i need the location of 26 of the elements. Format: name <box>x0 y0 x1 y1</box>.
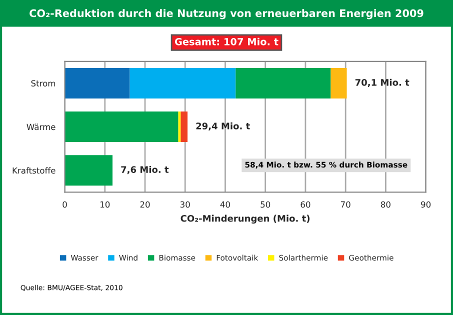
bar <box>130 68 236 98</box>
annotation: 7,6 Mio. t <box>121 166 169 174</box>
annotation: 29,4 Mio. t <box>196 122 250 131</box>
annotation: 70,1 Mio. t <box>355 78 410 87</box>
x-tick-label: 40 <box>220 201 230 208</box>
bar <box>64 68 130 98</box>
bar <box>180 112 188 142</box>
bar <box>64 112 178 142</box>
y-tick-label: Strom <box>31 80 56 86</box>
bar <box>64 155 113 186</box>
x-tick-label: 30 <box>180 201 190 208</box>
bar <box>236 68 331 98</box>
x-tick-label: 90 <box>421 201 431 208</box>
x-tick-label: 10 <box>100 201 110 208</box>
chart-title: CO₂-Reduktion durch die Nutzung von erneuerbaren Energien 2009 <box>30 9 424 20</box>
x-axis-title: CO₂-Minderungen (Mio. t) <box>180 214 310 224</box>
y-tick-label: Wärme <box>26 124 56 130</box>
x-tick-label: 20 <box>140 201 150 208</box>
bar <box>330 68 347 98</box>
x-tick-label: 60 <box>300 201 310 208</box>
x-tick-label: 80 <box>380 201 390 208</box>
y-tick-label: Kraftstoffe <box>12 167 56 174</box>
x-tick-label: 0 <box>62 201 67 208</box>
x-tick-label: 70 <box>340 201 350 208</box>
x-tick-label: 50 <box>260 201 270 208</box>
text: Gesamt: 107 Mio. t <box>174 38 278 46</box>
